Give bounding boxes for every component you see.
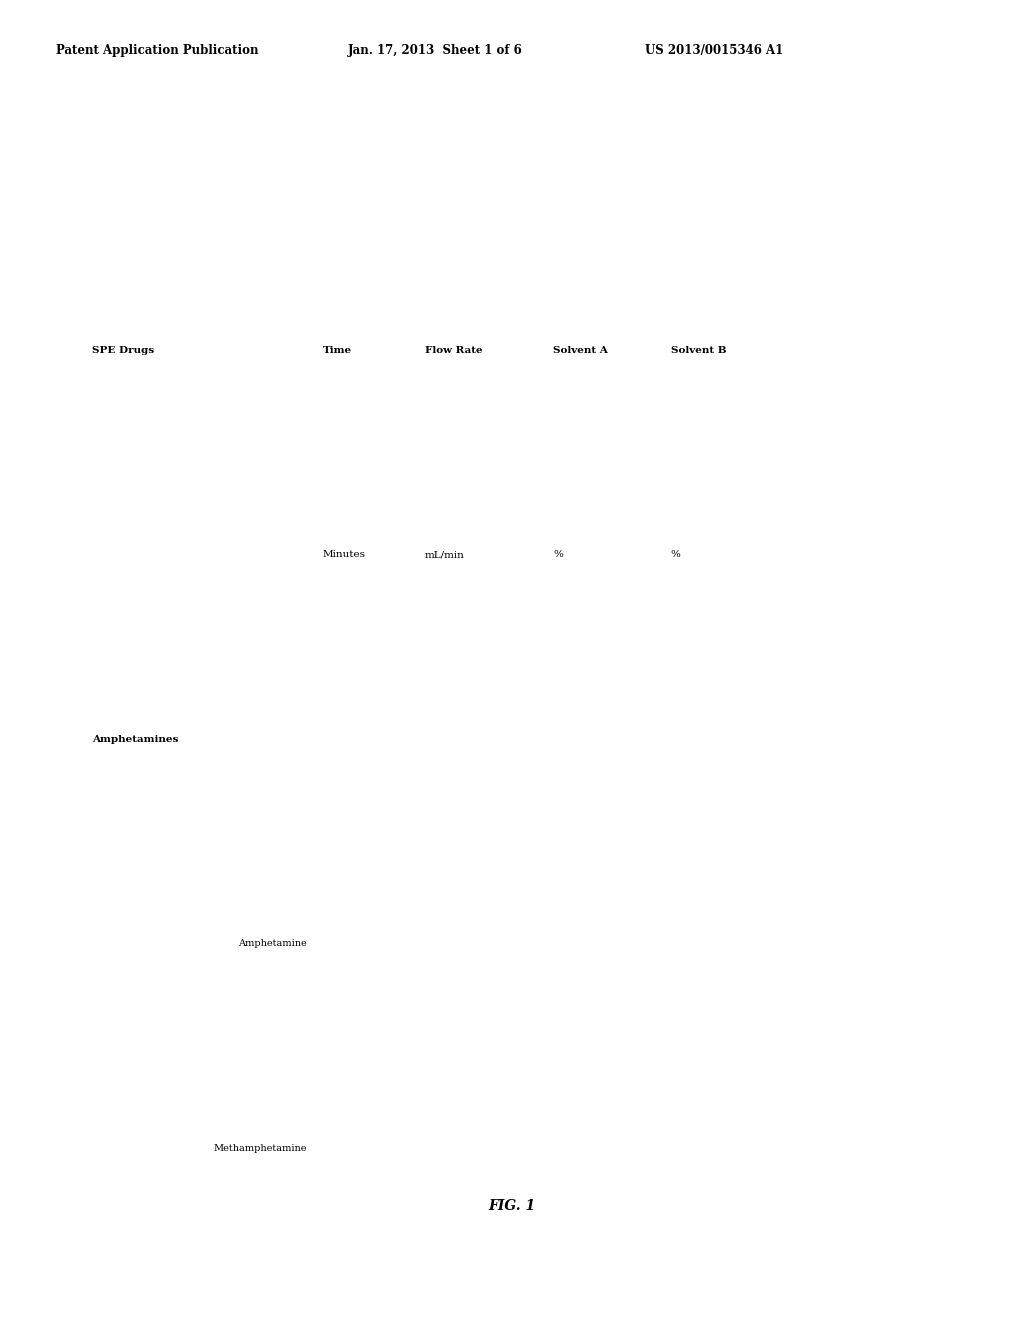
Text: Minutes: Minutes <box>323 550 366 560</box>
Text: %: % <box>553 550 563 560</box>
Text: Jan. 17, 2013  Sheet 1 of 6: Jan. 17, 2013 Sheet 1 of 6 <box>348 44 523 57</box>
Text: US 2013/0015346 A1: US 2013/0015346 A1 <box>645 44 783 57</box>
Text: Flow Rate: Flow Rate <box>425 346 482 355</box>
Text: Amphetamine: Amphetamine <box>239 940 307 948</box>
Text: SPE Drugs: SPE Drugs <box>92 346 155 355</box>
Text: FIG. 1: FIG. 1 <box>488 1199 536 1213</box>
Text: Solvent A: Solvent A <box>553 346 607 355</box>
Text: Amphetamines: Amphetamines <box>92 734 178 743</box>
Text: mL/min: mL/min <box>425 550 465 560</box>
Text: %: % <box>671 550 681 560</box>
Text: Methamphetamine: Methamphetamine <box>214 1143 307 1152</box>
Text: Patent Application Publication: Patent Application Publication <box>56 44 259 57</box>
Text: Solvent B: Solvent B <box>671 346 726 355</box>
Text: Time: Time <box>323 346 351 355</box>
